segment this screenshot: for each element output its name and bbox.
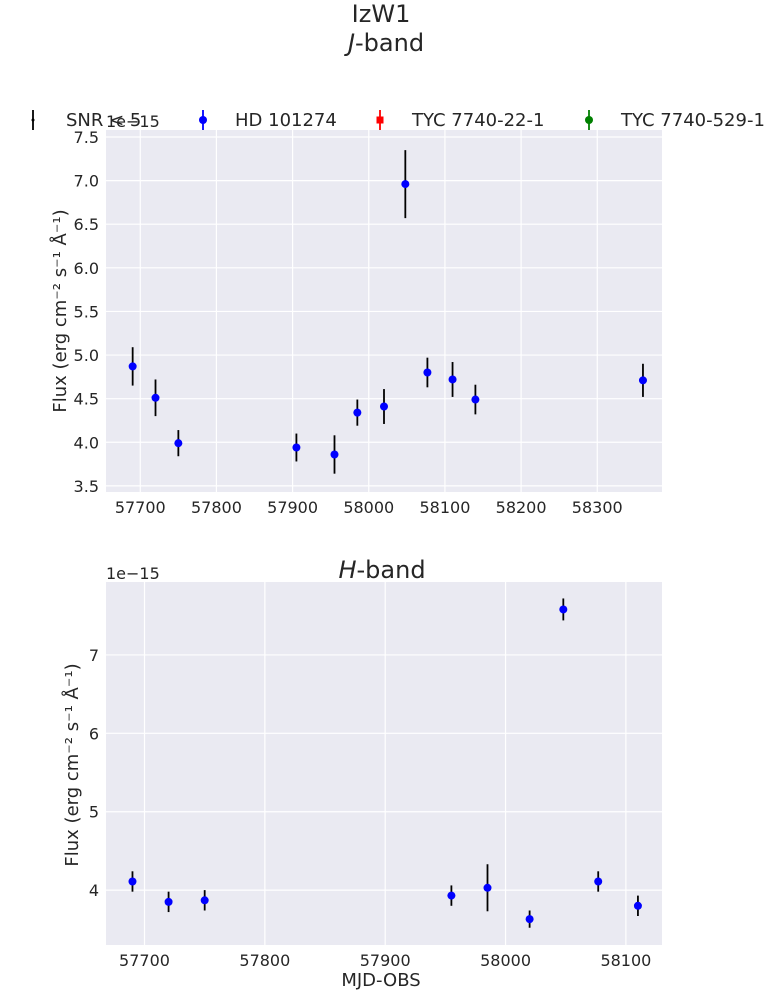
y-tick-label: 5 — [89, 803, 99, 822]
data-point — [151, 393, 160, 402]
data-point — [423, 368, 432, 377]
data-point — [128, 362, 137, 371]
y-tick-label: 7.0 — [74, 172, 99, 191]
data-point — [483, 883, 492, 892]
y-axis-label: Flux (erg cm⁻² s⁻¹ Å⁻¹) — [49, 209, 71, 412]
x-tick-label: 57800 — [191, 498, 242, 517]
data-point — [401, 180, 410, 189]
h-band-panel: 57700 57800 57900 58000 58100 4 5 6 7 1e−15 Flux (… — [61, 556, 662, 991]
data-point — [200, 896, 209, 905]
panel-title: H-band — [338, 556, 425, 584]
y-tick-label: 7 — [89, 646, 99, 665]
legend-label: HD 101274 — [235, 110, 337, 131]
legend-marker — [31, 118, 35, 122]
data-point — [559, 605, 568, 614]
x-axis-label: MJD-OBS — [341, 970, 420, 991]
y-tick-label: 5.0 — [74, 346, 99, 365]
legend-label: TYC 7740-529-1 — [620, 110, 765, 131]
legend: SNR < 5 HD 101274 TYC 7740-22-1 TYC 7740-52… — [31, 110, 765, 131]
figure-title: IzW1 J-band — [344, 0, 424, 57]
x-tick-label: 57900 — [360, 951, 411, 970]
legend-marker — [376, 116, 384, 124]
x-tick-label: 58200 — [496, 498, 547, 517]
legend-marker — [199, 116, 207, 124]
figure-title-band-italic: J — [344, 29, 355, 57]
legend-marker — [585, 116, 593, 124]
x-tick-label: 57700 — [119, 951, 170, 970]
data-point — [174, 439, 183, 448]
panel-title-italic: H — [338, 556, 356, 584]
data-point — [633, 901, 642, 910]
data-point — [638, 376, 647, 385]
figure-title-line2: J-band — [344, 29, 424, 57]
x-tick-label: 57700 — [115, 498, 166, 517]
legend-item: TYC 7740-22-1 — [376, 110, 544, 131]
y-tick-label: 3.5 — [74, 477, 99, 496]
y-offset-text: 1e−15 — [106, 564, 160, 583]
y-tick-label: 7.5 — [74, 128, 99, 147]
y-tick-label: 6.0 — [74, 259, 99, 278]
y-tick-label: 4 — [89, 881, 99, 900]
y-tick-label: 6.5 — [74, 215, 99, 234]
data-point — [353, 408, 362, 417]
y-tick-label: 5.5 — [74, 302, 99, 321]
plot-area — [106, 582, 662, 945]
data-point — [292, 443, 301, 452]
j-band-panel: 57700 57800 57900 58000 58100 58200 58300 3.5 4.… — [49, 112, 662, 517]
x-tick-label: 57800 — [239, 951, 290, 970]
x-tick-label: 58100 — [419, 498, 470, 517]
x-tick-label: 58000 — [343, 498, 394, 517]
legend-label: TYC 7740-22-1 — [411, 110, 544, 131]
data-point — [471, 395, 480, 404]
data-point — [380, 402, 388, 411]
x-tick-label: 58000 — [480, 951, 531, 970]
x-tick-label: 58300 — [572, 498, 623, 517]
data-point — [448, 375, 457, 384]
data-point — [594, 877, 603, 886]
x-tick-label: 58100 — [600, 951, 651, 970]
legend-item: TYC 7740-529-1 — [585, 110, 765, 131]
data-point — [164, 897, 173, 906]
data-point — [525, 915, 534, 924]
panel-title-rest: -band — [357, 556, 426, 584]
y-tick-label: 4.5 — [74, 390, 99, 409]
figure-title-band-rest: -band — [355, 29, 424, 57]
legend-item: HD 101274 — [199, 110, 337, 131]
legend-label: SNR < 5 — [66, 110, 141, 131]
data-point — [330, 450, 339, 459]
x-tick-label: 57900 — [267, 498, 318, 517]
data-point — [447, 891, 456, 900]
figure-title-line1: IzW1 — [352, 0, 411, 28]
y-tick-label: 6 — [89, 724, 99, 743]
legend-item: SNR < 5 — [31, 110, 141, 131]
y-axis-label: Flux (erg cm⁻² s⁻¹ Å⁻¹) — [61, 663, 83, 866]
y-offset-text: 1e−15 — [106, 112, 160, 131]
y-tick-label: 4.0 — [74, 433, 99, 452]
data-point — [128, 877, 137, 886]
